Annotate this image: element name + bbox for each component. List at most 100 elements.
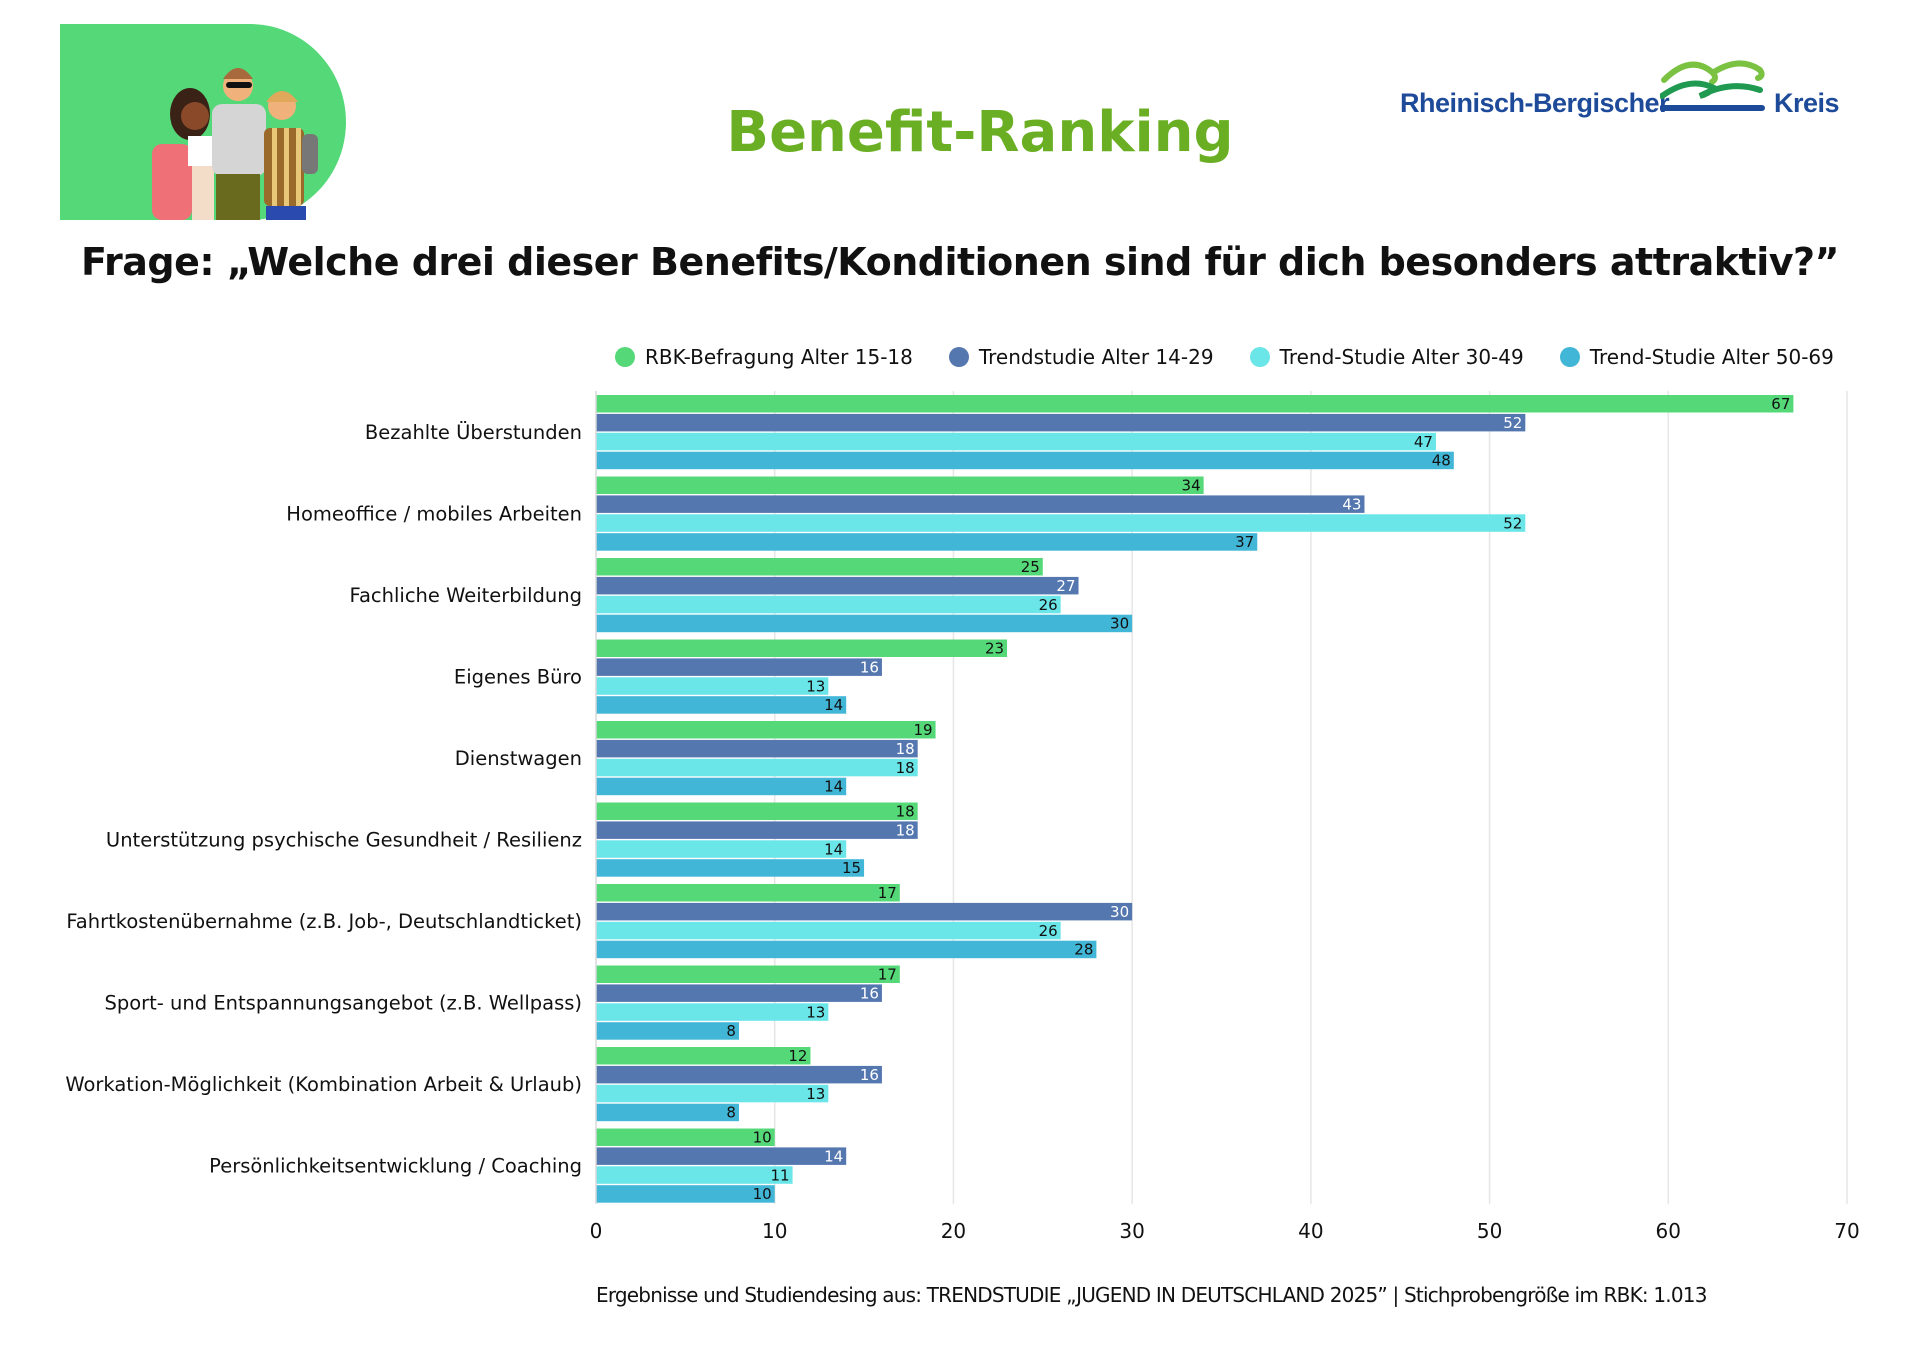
legend-dot-icon — [615, 347, 635, 367]
x-tick-label: 20 — [941, 1219, 966, 1243]
data-label: 47 — [1414, 433, 1433, 451]
category-label: Eigenes Büro — [454, 665, 582, 688]
data-label: 18 — [896, 740, 915, 758]
bar — [596, 821, 918, 839]
data-label: 28 — [1074, 941, 1093, 959]
legend-dot-icon — [948, 347, 969, 367]
bar — [596, 395, 1794, 413]
category-label: Sport- und Entspannungsangebot (z.B. Wel… — [104, 991, 582, 1014]
x-tick-label: 50 — [1477, 1219, 1502, 1243]
data-label: 25 — [1021, 558, 1040, 576]
data-label: 13 — [806, 1003, 825, 1021]
bar — [596, 432, 1436, 451]
bar — [596, 614, 1133, 633]
hero-illustration — [60, 24, 346, 220]
data-label: 23 — [985, 640, 1004, 658]
bar — [596, 495, 1365, 513]
data-label: 8 — [726, 1022, 736, 1040]
bar — [596, 595, 1061, 614]
bar — [596, 1022, 739, 1040]
bar — [596, 984, 882, 1002]
bar — [596, 802, 918, 820]
category-label: Persönlichkeitsentwicklung / Coaching — [209, 1154, 582, 1177]
source-footnote: Ergebnisse und Studiendesing aus: TRENDS… — [596, 1283, 1707, 1307]
bar — [596, 677, 829, 695]
category-label: Unterstützung psychische Gesundheit / Re… — [106, 828, 582, 851]
bar — [596, 1103, 739, 1122]
data-label: 18 — [896, 759, 915, 777]
data-label: 52 — [1503, 514, 1522, 532]
chart-legend: RBK-Befragung Alter 15-18 Trendstudie Al… — [615, 345, 1870, 369]
data-label: 14 — [824, 840, 843, 858]
data-label: 10 — [753, 1185, 772, 1203]
data-label: 67 — [1771, 395, 1790, 413]
data-label: 14 — [824, 778, 843, 796]
category-label: Dienstwagen — [455, 747, 582, 770]
data-label: 30 — [1110, 615, 1129, 633]
bar — [596, 758, 918, 777]
bar — [596, 1147, 847, 1165]
bar — [596, 739, 918, 758]
person-middle-icon — [212, 68, 266, 220]
category-label: Workation-Möglichkeit (Kombination Arbei… — [65, 1073, 582, 1096]
bar — [596, 884, 900, 902]
bar — [596, 921, 1061, 940]
logo-waves-icon — [1660, 60, 1765, 111]
legend-item: RBK-Befragung Alter 15-18 — [615, 345, 913, 369]
bar — [596, 533, 1258, 551]
survey-question: Frage: „Welche drei dieser Benefits/Kond… — [80, 240, 1840, 284]
data-label: 13 — [806, 677, 825, 695]
category-label: Bezahlte Überstunden — [365, 421, 582, 444]
rbk-logo: Rheinisch-Bergischer Kreis — [1400, 58, 1850, 128]
page-title: Benefit-Ranking — [726, 100, 1234, 165]
logo-text-left: Rheinisch-Bergischer — [1400, 88, 1670, 118]
category-label: Homeoffice / mobiles Arbeiten — [286, 502, 582, 525]
bar — [596, 1128, 775, 1146]
bar — [596, 413, 1526, 432]
legend-item: Trend-Studie Alter 50-69 — [1559, 345, 1834, 369]
data-label: 14 — [824, 1147, 843, 1165]
person-left-icon — [152, 88, 216, 220]
bar — [596, 1047, 811, 1065]
data-label: 16 — [860, 658, 879, 676]
bar — [596, 940, 1097, 959]
bar — [596, 639, 1008, 657]
data-label: 13 — [806, 1085, 825, 1103]
legend-dot-icon — [1249, 347, 1270, 367]
bar — [596, 1003, 829, 1021]
bar — [596, 777, 847, 796]
data-label: 15 — [842, 859, 861, 877]
x-tick-label: 60 — [1656, 1219, 1681, 1243]
bar — [596, 476, 1204, 494]
bar — [596, 451, 1454, 470]
data-label: 18 — [896, 803, 915, 821]
data-label: 48 — [1432, 452, 1451, 470]
legend-label: Trend-Studie Alter 50-69 — [1589, 345, 1834, 369]
data-label: 12 — [788, 1047, 807, 1065]
data-label: 30 — [1110, 903, 1129, 921]
bar — [596, 859, 865, 877]
data-label: 16 — [860, 1066, 879, 1084]
data-label: 26 — [1039, 922, 1058, 940]
data-label: 43 — [1342, 495, 1361, 513]
category-label: Fahrtkostenübernahme (z.B. Job-, Deutsch… — [66, 910, 582, 933]
x-tick-label: 40 — [1298, 1219, 1323, 1243]
x-tick-label: 0 — [590, 1219, 603, 1243]
data-label: 19 — [913, 721, 932, 739]
bar — [596, 1166, 793, 1184]
logo-text-right: Kreis — [1774, 88, 1840, 118]
bar — [596, 514, 1526, 532]
x-tick-label: 70 — [1834, 1219, 1859, 1243]
data-label: 10 — [753, 1129, 772, 1147]
bar — [596, 902, 1133, 921]
bar — [596, 1185, 775, 1203]
bar — [596, 658, 882, 676]
bar — [596, 696, 847, 714]
legend-label: RBK-Befragung Alter 15-18 — [645, 345, 913, 369]
data-label: 26 — [1039, 596, 1058, 614]
bar — [596, 576, 1079, 595]
data-label: 18 — [896, 821, 915, 839]
legend-item: Trendstudie Alter 14-29 — [948, 345, 1214, 369]
data-label: 16 — [860, 984, 879, 1002]
